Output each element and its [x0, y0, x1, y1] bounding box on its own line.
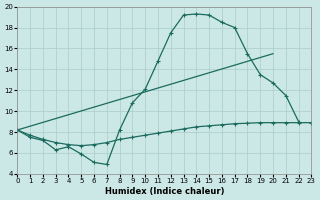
X-axis label: Humidex (Indice chaleur): Humidex (Indice chaleur) [105, 187, 224, 196]
